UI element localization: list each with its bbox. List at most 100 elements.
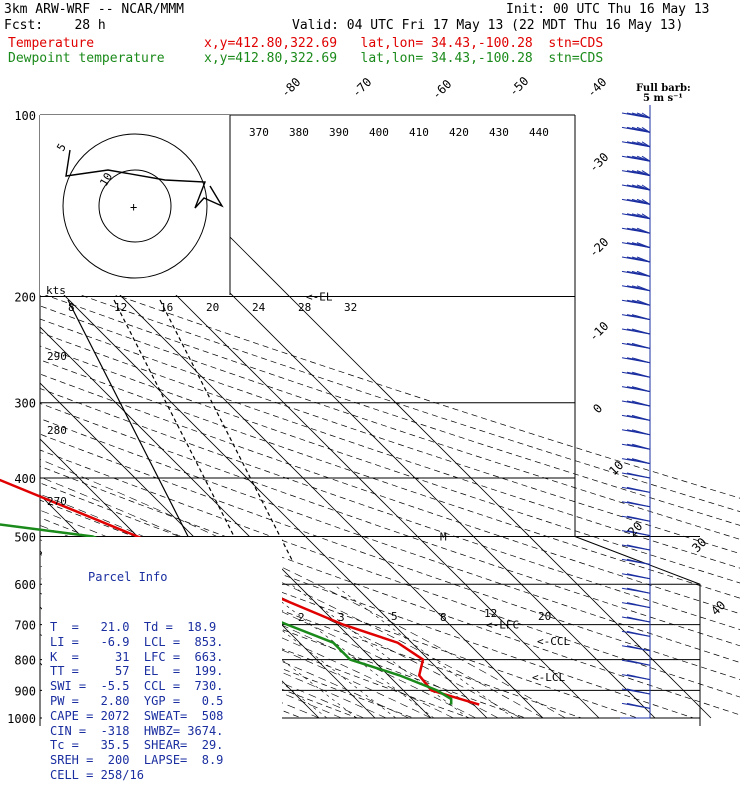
wind-barb bbox=[626, 702, 651, 709]
isotherm-tick-label: 30 bbox=[689, 535, 709, 555]
wind-barb bbox=[631, 400, 651, 407]
mixing-ratio-label: 20 bbox=[538, 610, 551, 623]
pressure-tick-label: 1000 bbox=[7, 712, 36, 726]
wind-barb bbox=[636, 270, 651, 277]
theta-left-label: 270 bbox=[47, 495, 67, 508]
pressure-tick-label: 100 bbox=[14, 109, 36, 123]
wind-barb bbox=[626, 688, 651, 695]
moist-adiabat bbox=[40, 476, 544, 719]
parcel-info-row: LI = -6.9 LCL = 853. bbox=[50, 634, 224, 649]
dry-adiabat bbox=[40, 388, 740, 630]
level-marker-ccl: <-CCL bbox=[537, 635, 570, 648]
moist-adiabat bbox=[40, 577, 387, 719]
isotherm-tick-label: -80 bbox=[278, 75, 303, 100]
wind-barb bbox=[636, 299, 651, 306]
wind-barb bbox=[626, 587, 651, 594]
parcel-info-row: Tc = 35.5 SHEAR= 29. bbox=[50, 738, 224, 753]
pressure-tick-label: 200 bbox=[14, 291, 36, 305]
level-marker-lfc: <-LFC bbox=[486, 619, 519, 632]
moist-adiabat bbox=[40, 459, 566, 719]
dry-adiabat bbox=[40, 359, 740, 599]
level-marker-m: M bbox=[440, 530, 447, 543]
wind-barb bbox=[631, 429, 651, 436]
theta-tick-label: 390 bbox=[329, 126, 349, 139]
wind-barb bbox=[636, 256, 651, 263]
hodograph-speed-label: 20 bbox=[206, 301, 219, 314]
isotherm-tick-label: -10 bbox=[586, 319, 611, 344]
right-axis-lower bbox=[574, 536, 701, 726]
hodograph-speed-label: 28 bbox=[298, 301, 311, 314]
isotherm-line bbox=[40, 326, 432, 719]
hodograph-speed-label: 12 bbox=[114, 301, 127, 314]
wind-barb bbox=[626, 501, 651, 508]
wind-barb bbox=[626, 630, 651, 637]
mixing-ratio-label: 8 bbox=[440, 611, 447, 624]
wind-barb bbox=[641, 112, 651, 119]
wind-barb bbox=[626, 486, 651, 493]
parcel-info-row: K = 31 LFC = 663. bbox=[50, 649, 224, 664]
isotherm-tick-label: -50 bbox=[506, 74, 531, 99]
theta-tick-label: 400 bbox=[369, 126, 389, 139]
pressure-tick-label: 600 bbox=[14, 578, 36, 592]
theta-tick-label: 410 bbox=[409, 126, 429, 139]
dry-adiabat bbox=[40, 449, 740, 698]
valid-time: Valid: 04 UTC Fri 17 May 13 (22 MDT Thu … bbox=[292, 18, 684, 33]
theta-tick-label: 420 bbox=[449, 126, 469, 139]
wind-barb bbox=[626, 616, 651, 623]
wind-barb bbox=[636, 285, 651, 292]
wind-barb bbox=[626, 530, 651, 537]
pressure-tick-label: 900 bbox=[14, 684, 36, 698]
wind-barb bbox=[641, 184, 651, 191]
isotherm-tick-label: -60 bbox=[429, 77, 454, 102]
wind-barb bbox=[631, 414, 651, 421]
dry-adiabat bbox=[40, 403, 740, 647]
hodograph-speed-label: 24 bbox=[252, 301, 266, 314]
mixing-ratio-line bbox=[290, 583, 469, 719]
mixing-ratio-label: 2 bbox=[298, 611, 305, 624]
mixing-ratio-label: 12 bbox=[484, 607, 497, 620]
dewpoint-label: Dewpoint temperature bbox=[8, 51, 165, 66]
temperature-profile bbox=[0, 478, 480, 706]
wind-barb bbox=[641, 141, 651, 148]
dewpoint-location: x,y=412.80,322.69 lat,lon= 34.43,-100.28… bbox=[204, 51, 604, 66]
hodograph-trace bbox=[65, 149, 224, 209]
parcel-info-title: Parcel Info bbox=[88, 569, 168, 584]
dry-adiabat bbox=[40, 305, 740, 540]
temperature-label: Temperature bbox=[8, 36, 95, 51]
wind-barb bbox=[626, 674, 651, 681]
isotherm-tick-label: 40 bbox=[708, 598, 728, 618]
theta-left-label: 280 bbox=[47, 424, 67, 437]
wind-barb bbox=[636, 242, 651, 249]
barb-legend-units: 5 m s⁻¹ bbox=[643, 93, 683, 104]
wind-barb bbox=[626, 558, 651, 565]
hodograph-units: kts bbox=[46, 284, 66, 297]
wind-barb bbox=[631, 314, 651, 321]
hodograph-ring-label: 10 bbox=[97, 171, 115, 189]
dry-adiabat bbox=[40, 465, 740, 716]
mixing-ratio-line bbox=[258, 583, 435, 719]
init-time: Init: 00 UTC Thu 16 May 13 bbox=[506, 2, 710, 17]
wind-barb bbox=[626, 515, 651, 522]
hodograph-ring bbox=[98, 169, 172, 243]
hodograph-speed-line bbox=[67, 299, 201, 561]
theta-tick-label: 370 bbox=[249, 126, 269, 139]
wind-barb bbox=[636, 227, 651, 234]
mixing-ratio-line bbox=[222, 583, 396, 719]
pressure-tick-label: 500 bbox=[14, 530, 36, 544]
parcel-info-row: SREH = 200 LAPSE= 8.9 bbox=[50, 753, 224, 768]
parcel-info-row: CELL = 258/16 bbox=[50, 767, 144, 782]
wind-barb bbox=[641, 170, 651, 177]
barb-legend-title: Full barb: bbox=[636, 83, 691, 94]
forecast-hour: Fcst: 28 h bbox=[4, 18, 106, 33]
wind-barb bbox=[626, 602, 651, 609]
level-marker-lcl: <-LCL bbox=[532, 671, 565, 684]
wind-barb bbox=[631, 386, 651, 393]
isotherm-tick-label: -70 bbox=[349, 75, 374, 100]
hodograph-origin: + bbox=[130, 200, 137, 214]
isotherm-tick-label: -20 bbox=[586, 235, 611, 260]
theta-tick-label: 440 bbox=[529, 126, 549, 139]
parcel-info-row: SWI = -5.5 CCL = 730. bbox=[50, 679, 224, 694]
temperature-location: x,y=412.80,322.69 lat,lon= 34.43,-100.28… bbox=[204, 36, 604, 51]
dry-adiabat bbox=[40, 280, 740, 512]
wind-barb bbox=[641, 213, 651, 220]
